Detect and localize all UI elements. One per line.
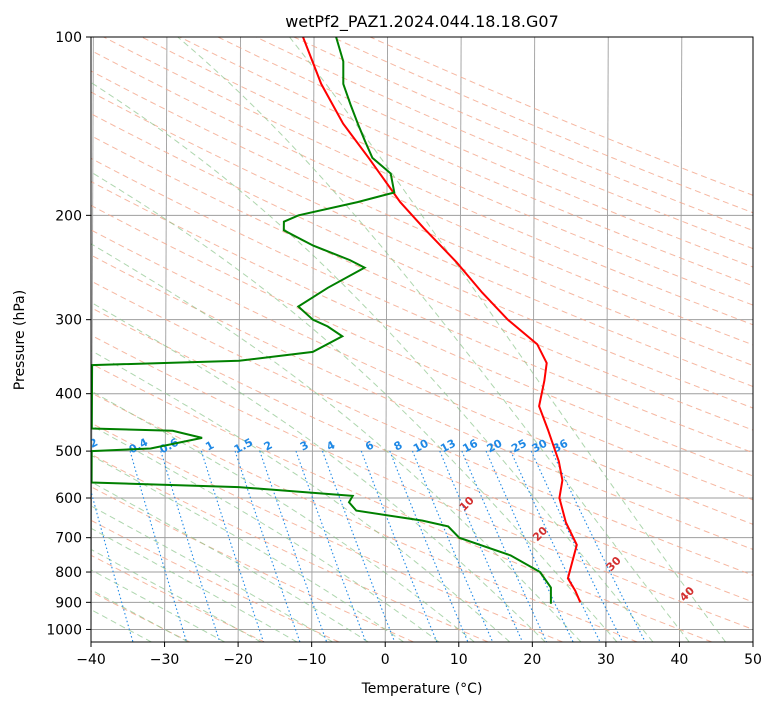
y-tick-label: 400 [55, 387, 82, 403]
chart-title: wetPf2_PAZ1.2024.044.18.18.G07 [285, 12, 559, 32]
y-axis-label: Pressure (hPa) [12, 290, 28, 390]
x-tick-label: −20 [223, 652, 253, 668]
x-tick-label: 40 [671, 652, 689, 668]
x-tick-label: −30 [150, 652, 180, 668]
y-tick-label: 200 [55, 208, 82, 224]
x-tick-label: −40 [76, 652, 106, 668]
y-tick-label: 700 [55, 531, 82, 547]
y-tick-label: 100 [55, 30, 82, 46]
y-tick-label: 500 [55, 444, 82, 460]
x-tick-label: −10 [297, 652, 327, 668]
x-axis-label: Temperature (°C) [361, 681, 483, 697]
y-tick-label: 800 [55, 565, 82, 581]
y-tick-label: 1000 [46, 622, 82, 638]
y-tick-label: 600 [55, 491, 82, 507]
x-tick-label: 50 [744, 652, 762, 668]
y-tick-label: 300 [55, 313, 82, 329]
y-tick-label: 900 [55, 595, 82, 611]
x-tick-label: 10 [450, 652, 468, 668]
x-tick-label: 30 [597, 652, 615, 668]
x-tick-label: 20 [523, 652, 541, 668]
x-tick-label: 0 [381, 652, 390, 668]
